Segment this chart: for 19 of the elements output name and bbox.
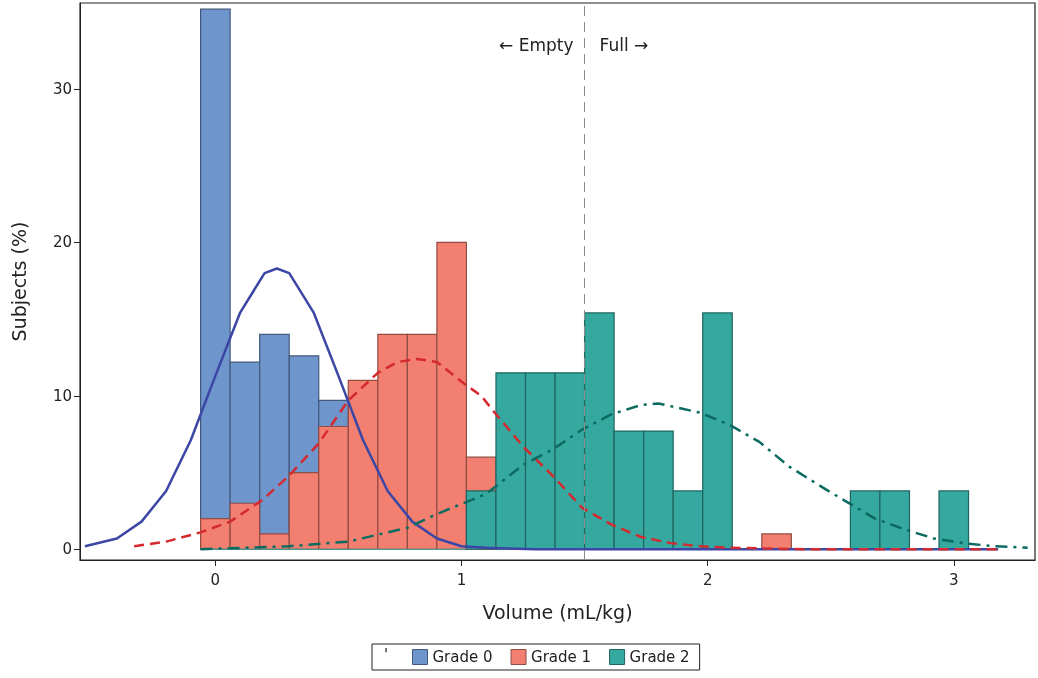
y-tick-label: 20 <box>52 233 72 252</box>
x-axis-title: Volume (mL/kg) <box>482 600 633 623</box>
annotation: Full → <box>599 35 649 55</box>
line-series <box>132 357 1000 551</box>
legend-label: Grade 1 <box>531 648 592 666</box>
x-tick-label: 0 <box>210 570 221 589</box>
legend-label: Grade 0 <box>432 648 493 666</box>
line-series <box>83 267 1000 551</box>
line-series <box>199 402 1029 551</box>
y-axis-title: Subjects (%) <box>7 221 30 342</box>
x-tick-label: 1 <box>456 570 467 589</box>
legend-title: ' <box>384 645 389 664</box>
y-tick-label: 0 <box>62 540 72 559</box>
y-tick-label: 30 <box>52 79 72 98</box>
annotation: ← Empty <box>499 35 574 55</box>
legend-label: Grade 2 <box>629 648 690 666</box>
y-tick-label: 10 <box>52 386 72 405</box>
x-tick-label: 2 <box>702 570 713 589</box>
x-tick-label: 3 <box>949 570 959 589</box>
